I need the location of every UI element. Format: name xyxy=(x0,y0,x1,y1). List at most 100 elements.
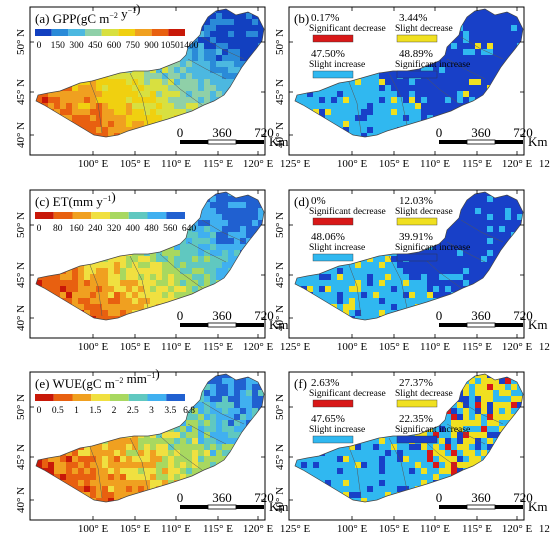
color-tick-label: 400 xyxy=(126,224,141,234)
admin-boundary xyxy=(388,72,408,126)
lon-label: 125° E xyxy=(280,341,311,353)
legend-label: Significant decrease xyxy=(309,23,386,34)
legend-swatch xyxy=(396,435,438,444)
lon-label: 115° E xyxy=(462,341,492,353)
admin-boundary xyxy=(187,241,227,263)
legend-percent: 2.63% xyxy=(311,377,339,389)
color-swatch xyxy=(166,212,185,219)
color-swatch xyxy=(135,29,152,36)
lon-label: 110° E xyxy=(420,341,450,353)
region-outline xyxy=(35,373,265,503)
map-panel-a: 100° E 105° E 110° E 115° E 120° E 125° E 50° … xyxy=(15,1,310,170)
panel-title: (a) GPP(gC m−2 y−1) xyxy=(35,1,141,26)
color-swatch xyxy=(68,29,85,36)
lat-label: 50° N xyxy=(15,394,27,420)
lon-label: 105° E xyxy=(379,341,410,353)
map-panel-e: 100° E 105° E 110° E 115° E 120° E 125° E 50° … xyxy=(15,366,310,535)
legend-label: Significant increase xyxy=(395,242,470,253)
lon-label: 100° E xyxy=(78,158,109,170)
legend-percent: 39.91% xyxy=(399,231,433,243)
admin-boundary xyxy=(201,219,245,243)
trend-legend-item: 47.65%Slight increase xyxy=(309,413,365,444)
color-swatch xyxy=(151,29,169,36)
color-tick-label: 160 xyxy=(69,224,84,234)
color-swatch xyxy=(51,29,69,36)
scale-label: 360 xyxy=(471,490,491,505)
color-bar: 0 150 300 450 600 750 900 1050 1400 xyxy=(35,29,199,51)
scale-label: 360 xyxy=(471,125,491,140)
lon-label: 115° E xyxy=(203,341,233,353)
color-tick-label: 2 xyxy=(112,406,117,416)
legend-percent: 27.37% xyxy=(399,377,433,389)
trend-legend-item: 47.50%Slight increase xyxy=(309,48,365,79)
panel-tag: (b) xyxy=(294,11,309,26)
legend-label: Significant decrease xyxy=(309,206,386,217)
lat-label: 45° N xyxy=(15,262,27,288)
panel-title: (e) WUE(gC m−2 mm−1) xyxy=(35,366,160,391)
trend-legend-item: 0%Significant decrease xyxy=(309,195,386,226)
color-swatch xyxy=(35,29,52,36)
color-swatch xyxy=(35,394,54,401)
color-tick-label: 0 xyxy=(37,406,42,416)
color-swatch xyxy=(147,394,167,401)
color-tick-label: 0 xyxy=(37,224,42,234)
legend-label: Slight increase xyxy=(309,243,365,253)
color-swatch xyxy=(147,212,167,219)
trend-legend-item: 27.37%Slight decrease xyxy=(395,377,453,408)
admin-boundary xyxy=(388,437,408,491)
scale-label: 0 xyxy=(436,125,443,140)
lon-label: 125° E xyxy=(280,158,311,170)
legend-swatch xyxy=(312,435,354,444)
lon-label: 110° E xyxy=(161,158,191,170)
legend-swatch xyxy=(396,399,438,408)
panel-title: (c) ET(mm y−1) xyxy=(35,189,116,209)
color-tick-label: 150 xyxy=(51,41,66,51)
scale-unit: Km xyxy=(528,499,548,514)
legend-swatch xyxy=(312,70,354,79)
scale-label: 720 xyxy=(513,308,533,323)
admin-boundary xyxy=(159,253,203,289)
region-outline xyxy=(294,191,524,321)
admin-boundary xyxy=(348,81,362,134)
lon-label: 100° E xyxy=(337,523,368,535)
legend-percent: 47.65% xyxy=(311,413,345,425)
trend-legend-item: 48.89%Significant increase xyxy=(395,48,470,79)
color-tick-label: 1 xyxy=(74,406,79,416)
lat-label: 40° N xyxy=(15,305,27,331)
lat-label: 45° N xyxy=(274,444,286,470)
legend-swatch xyxy=(396,34,438,43)
legend-swatch xyxy=(396,217,438,226)
lat-label: 40° N xyxy=(274,305,286,331)
color-tick-label: 2.5 xyxy=(127,406,139,416)
scale-label: 360 xyxy=(212,308,232,323)
legend-label: Slight decrease xyxy=(395,207,453,217)
color-tick-label: 3 xyxy=(149,406,154,416)
scale-label: 0 xyxy=(177,490,184,505)
color-swatch xyxy=(168,29,185,36)
lon-label: 100° E xyxy=(78,341,109,353)
lon-label: 120° E xyxy=(502,523,533,535)
admin-boundary xyxy=(129,255,149,309)
admin-boundary xyxy=(460,219,504,243)
color-swatch xyxy=(110,394,129,401)
legend-percent: 47.50% xyxy=(311,48,345,60)
panel-tag: (f) xyxy=(294,376,307,391)
legend-percent: 0% xyxy=(311,195,326,207)
lon-label: 120° E xyxy=(502,341,533,353)
lat-label: 40° N xyxy=(274,122,286,148)
color-swatch xyxy=(166,394,185,401)
color-swatch xyxy=(53,394,73,401)
region-outline xyxy=(35,191,265,321)
map-panel-c: 100° E 105° E 110° E 115° E 120° E 125° E 50° … xyxy=(15,189,310,353)
lon-label: 125° E xyxy=(539,158,550,170)
lon-label: 125° E xyxy=(539,523,550,535)
scale-label: 720 xyxy=(254,490,274,505)
lon-label: 105° E xyxy=(379,158,410,170)
legend-swatch xyxy=(312,253,354,262)
lat-label: 40° N xyxy=(15,122,27,148)
lon-label: 120° E xyxy=(243,158,274,170)
color-bar: 0 0.5 1 1.5 2 2.5 3 3.5 6.8 xyxy=(35,394,195,416)
scale-unit: Km xyxy=(269,317,289,332)
